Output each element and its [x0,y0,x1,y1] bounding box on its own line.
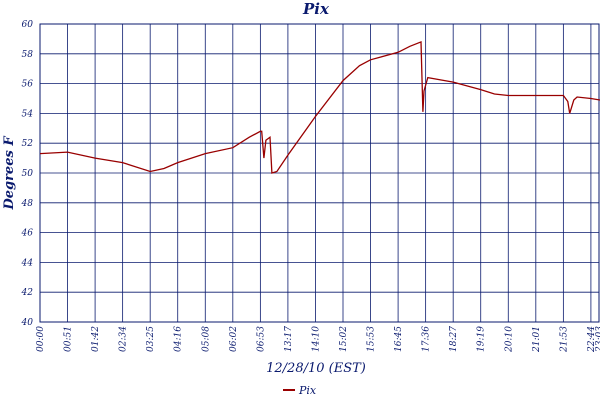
y-tick-label: 46 [21,229,34,239]
x-tick-label: 03:25 [146,326,156,352]
x-tick-label: 14:10 [311,326,321,352]
x-tick-label: 16:45 [394,326,404,352]
x-tick-label: 05:08 [201,326,211,352]
x-tick-label: 06:53 [256,326,266,352]
x-tick-label: 21:01 [532,326,542,353]
y-tick-label: 50 [22,169,34,179]
x-tick-label: 18:27 [449,326,459,352]
y-tick-label: 60 [22,20,34,30]
x-tick-label: 15:53 [367,326,377,352]
data-line [39,40,600,174]
x-tick-label: 13:17 [284,326,294,352]
x-axis-label: 12/28/10 (EST) [266,361,366,376]
x-tick-label: 01:42 [91,326,101,352]
x-tick-label: 04:16 [174,326,184,352]
legend-label: Pix [298,384,317,397]
x-tick-label: 06:02 [229,326,239,352]
x-tick-label: 19:19 [477,326,487,352]
x-tick-label: 02:34 [119,326,129,352]
x-tick-label: 17:36 [422,326,432,352]
y-tick-label: 48 [21,199,34,209]
y-tick-label: 52 [22,139,34,149]
x-tick-label: 23:03 [595,326,600,353]
x-tick-label: 20:10 [504,326,514,353]
x-tick-label: 15:02 [339,326,349,352]
x-tick-label: 00:51 [64,326,74,352]
y-tick-label: 40 [21,318,34,328]
y-tick-label: 56 [22,80,34,90]
y-tick-label: 44 [21,258,34,268]
y-axis-label: Degrees F [2,136,17,211]
chart-title: Pix [302,0,330,18]
y-tick-label: 58 [22,50,34,60]
x-tick-label: 00:00 [36,326,46,352]
y-tick-label: 42 [21,288,34,298]
x-tick-label: 22:44 [587,326,597,353]
y-tick-label: 54 [22,109,34,119]
x-tick-label: 21:53 [559,326,569,353]
